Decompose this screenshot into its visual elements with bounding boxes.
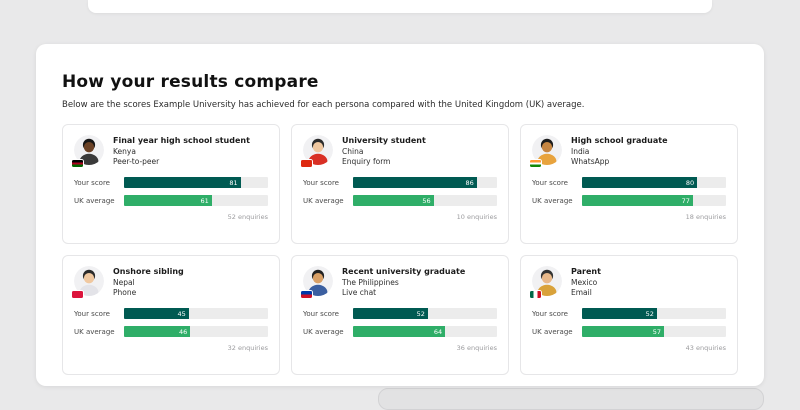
person-avatar-icon [532,135,562,165]
your-score-bar: 86 [353,177,497,189]
enquiries-count: 10 enquiries [456,213,497,222]
persona-card-recent-university-graduate: Recent university graduate The Philippin… [291,255,509,375]
uk-average-value: 77 [681,196,690,205]
page-subtitle: Below are the scores Example University … [62,100,585,110]
persona-card-final-year-high-school-student: Final year high school student Kenya Pee… [62,124,280,244]
person-avatar-icon [74,135,104,165]
persona-card-university-student: University student China Enquiry form Yo… [291,124,509,244]
uk-average-label: UK average [74,196,115,205]
page-title: How your results compare [62,72,319,92]
your-score-value: 52 [416,309,425,318]
person-avatar-icon [303,266,333,296]
uk-average-bar: 77 [582,195,726,207]
person-avatar-icon [74,266,104,296]
enquiries-count: 32 enquiries [227,344,268,353]
avatar [301,135,333,167]
person-avatar-icon [532,266,562,296]
enquiries-count: 52 enquiries [227,213,268,222]
enquiries-count: 18 enquiries [685,213,726,222]
uk-average-label: UK average [303,327,344,336]
uk-average-value: 57 [652,327,662,336]
your-score-value: 45 [177,309,186,318]
your-score-bar: 52 [353,308,497,320]
persona-name: High school graduate [571,136,668,145]
avatar [72,266,104,298]
persona-channel: WhatsApp [571,156,610,166]
your-score-bar: 52 [582,308,726,320]
avatar [72,135,104,167]
uk-average-bar: 61 [124,195,268,207]
persona-country: Kenya [113,146,136,156]
persona-channel: Phone [113,287,137,297]
persona-name: Onshore sibling [113,267,184,276]
persona-country: Nepal [113,277,135,287]
mexico-flag-icon [530,291,541,298]
avatar [530,266,562,298]
your-score-label: Your score [303,178,339,187]
kenya-flag-icon [72,160,83,167]
your-score-value: 80 [685,178,695,187]
person-avatar-icon [303,135,333,165]
philippines-flag-icon [301,291,312,298]
persona-country: India [571,146,590,156]
uk-average-label: UK average [74,327,115,336]
uk-average-value: 61 [200,196,209,205]
your-score-label: Your score [74,178,110,187]
uk-average-label: UK average [303,196,344,205]
your-score-value: 52 [645,309,654,318]
persona-channel: Enquiry form [342,156,391,166]
background-shape [378,388,764,410]
top-page-strip [88,0,712,13]
india-flag-icon [530,160,541,167]
persona-name: Parent [571,267,601,276]
your-score-bar: 81 [124,177,268,189]
uk-average-label: UK average [532,196,573,205]
persona-name: Final year high school student [113,136,250,145]
persona-country: China [342,146,364,156]
your-score-label: Your score [532,178,568,187]
uk-average-bar: 56 [353,195,497,207]
persona-name: Recent university graduate [342,267,466,276]
uk-average-value: 64 [433,327,443,336]
china-flag-icon [301,160,312,167]
enquiries-count: 36 enquiries [456,344,497,353]
persona-channel: Live chat [342,287,377,297]
persona-country: Mexico [571,277,598,287]
avatar [301,266,333,298]
uk-average-value: 46 [178,327,188,336]
uk-average-label: UK average [532,327,573,336]
your-score-label: Your score [303,309,339,318]
your-score-label: Your score [532,309,568,318]
persona-country: The Philippines [342,277,399,287]
uk-average-value: 56 [422,196,431,205]
enquiries-count: 43 enquiries [685,344,726,353]
results-compare-panel: How your results compare Below are the s… [36,44,764,386]
persona-card-parent: Parent Mexico Email Your score 52 UK ave… [520,255,738,375]
your-score-bar: 45 [124,308,268,320]
uk-average-bar: 46 [124,326,268,338]
uk-average-bar: 64 [353,326,497,338]
persona-card-onshore-sibling: Onshore sibling Nepal Phone Your score 4… [62,255,280,375]
your-score-value: 86 [465,178,474,187]
your-score-bar: 80 [582,177,726,189]
nepal-flag-icon [72,291,83,298]
persona-channel: Peer-to-peer [113,156,160,166]
avatar [530,135,562,167]
persona-card-high-school-graduate: High school graduate India WhatsApp Your… [520,124,738,244]
your-score-value: 81 [229,178,238,187]
persona-channel: Email [571,287,592,297]
your-score-label: Your score [74,309,110,318]
persona-grid: Final year high school student Kenya Pee… [62,124,738,375]
persona-name: University student [342,136,426,145]
uk-average-bar: 57 [582,326,726,338]
